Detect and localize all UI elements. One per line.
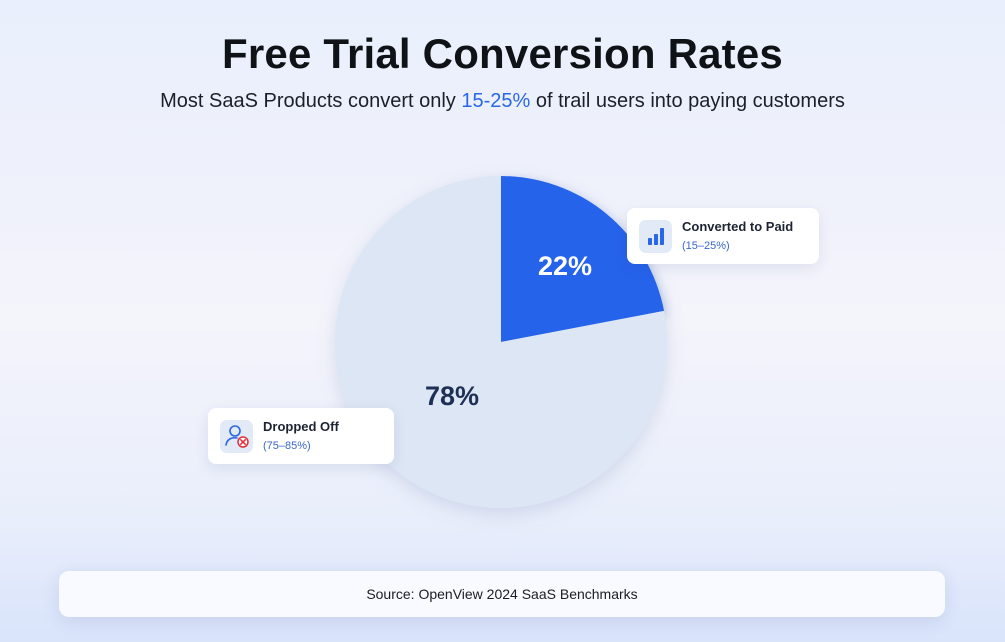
pie-slice-dropped-off — [335, 176, 667, 508]
source-footer: Source: OpenView 2024 SaaS Benchmarks — [59, 571, 945, 617]
user-remove-icon — [220, 419, 253, 453]
page-subtitle: Most SaaS Products convert only 15-25% o… — [0, 90, 1005, 113]
callout-converted-to-paid: Converted to Paid (15–25%) — [627, 208, 819, 264]
pie-label-dropped-off: 78% — [425, 381, 479, 411]
callout-dropped-title: Dropped Off — [263, 419, 339, 434]
page-title: Free Trial Conversion Rates — [222, 30, 783, 77]
pie-slices — [335, 176, 667, 508]
callout-dropped-off: Dropped Off (75–85%) — [208, 408, 394, 464]
subtitle-text-before: Most SaaS Products convert only — [160, 90, 462, 112]
subtitle-text-after: of trail users into paying customers — [530, 90, 845, 112]
bar-chart-icon — [639, 219, 672, 253]
callout-dropped-range: (75–85%) — [263, 440, 311, 452]
callout-converted-range: (15–25%) — [682, 240, 730, 252]
pie-labels: 22% 78% — [425, 251, 592, 411]
subtitle-highlight: 15-25% — [461, 90, 531, 112]
pie-label-converted-to-paid: 22% — [538, 251, 592, 281]
callout-converted-title: Converted to Paid — [682, 219, 794, 234]
pie-slice-converted-to-paid — [501, 176, 665, 342]
source-text: Source: OpenView 2024 SaaS Benchmarks — [366, 586, 638, 602]
